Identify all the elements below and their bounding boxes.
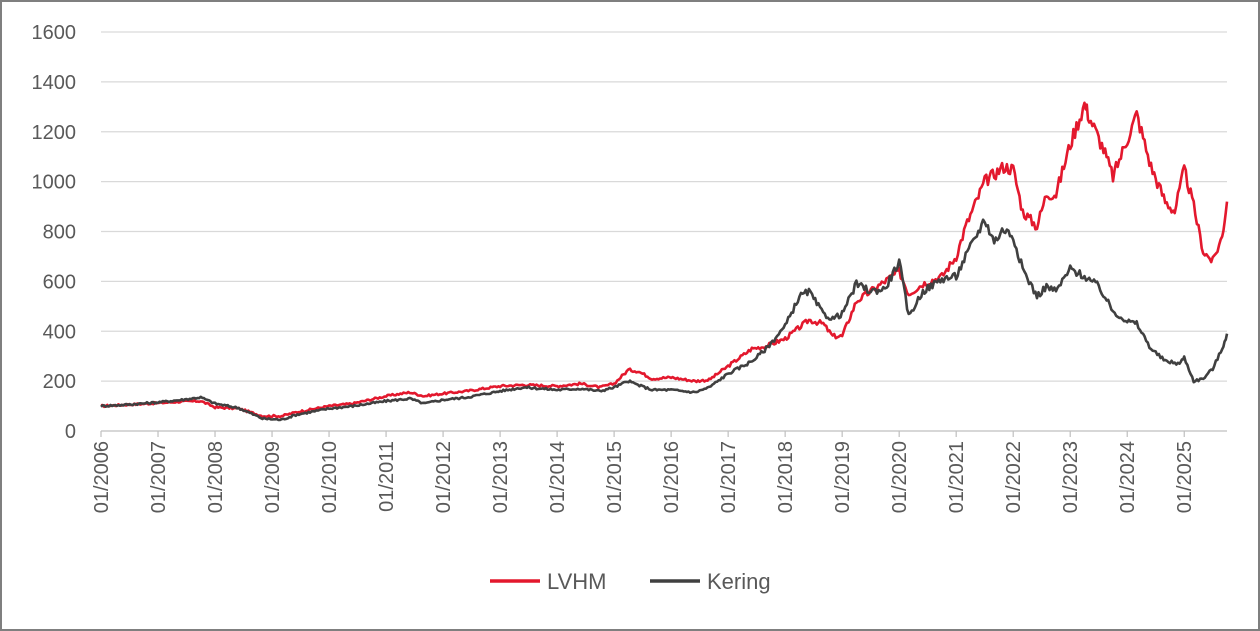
x-tick-label: 01/2025: [1174, 441, 1196, 513]
y-tick-label: 1400: [32, 72, 77, 94]
x-tick-label: 01/2016: [661, 441, 683, 513]
x-tick-label: 01/2024: [1117, 441, 1139, 513]
x-tick-label: 01/2020: [889, 441, 911, 513]
x-tick-label: 01/2007: [148, 441, 170, 513]
x-tick-label: 01/2014: [547, 441, 569, 513]
y-tick-label: 0: [65, 421, 76, 443]
x-tick-label: 01/2006: [91, 441, 113, 513]
y-tick-label: 800: [43, 222, 76, 244]
series-line-kering: [100, 218, 1229, 422]
y-tick-label: 1000: [32, 172, 77, 194]
x-axis: 01/2006 01/2007 01/2008 01/2009 01/2010 01/20…: [91, 430, 1227, 513]
y-tick-label: 1200: [32, 122, 77, 144]
x-tick-label: 01/2013: [490, 441, 512, 513]
y-axis-ticks: 0 200 400 600 800 1000 1200 1400 1600: [32, 22, 77, 443]
y-tick-label: 1600: [32, 22, 77, 44]
x-tick-label: 01/2018: [775, 441, 797, 513]
x-tick-label: 01/2008: [205, 441, 227, 513]
x-tick-label: 01/2010: [319, 441, 341, 513]
legend-label-lvhm: LVHM: [547, 569, 607, 594]
x-tick-label: 01/2021: [946, 441, 968, 513]
y-tick-label: 400: [43, 321, 76, 343]
x-tick-label: 01/2023: [1060, 441, 1082, 513]
x-tick-label: 01/2015: [604, 441, 626, 513]
grid-lines: [101, 31, 1227, 382]
x-tick-label: 01/2022: [1003, 441, 1025, 513]
legend: LVHM Kering: [490, 569, 771, 594]
legend-label-kering: Kering: [707, 569, 771, 594]
y-tick-label: 600: [43, 271, 76, 293]
x-tick-label: 01/2017: [718, 441, 740, 513]
x-tick-label: 01/2012: [433, 441, 455, 513]
series-lines: [100, 101, 1229, 422]
x-tick-label: 01/2009: [262, 441, 284, 513]
x-tick-label: 01/2011: [376, 441, 398, 512]
y-tick-label: 200: [43, 371, 76, 393]
x-tick-label: 01/2019: [832, 441, 854, 513]
series-line-lvhm: [100, 101, 1229, 419]
